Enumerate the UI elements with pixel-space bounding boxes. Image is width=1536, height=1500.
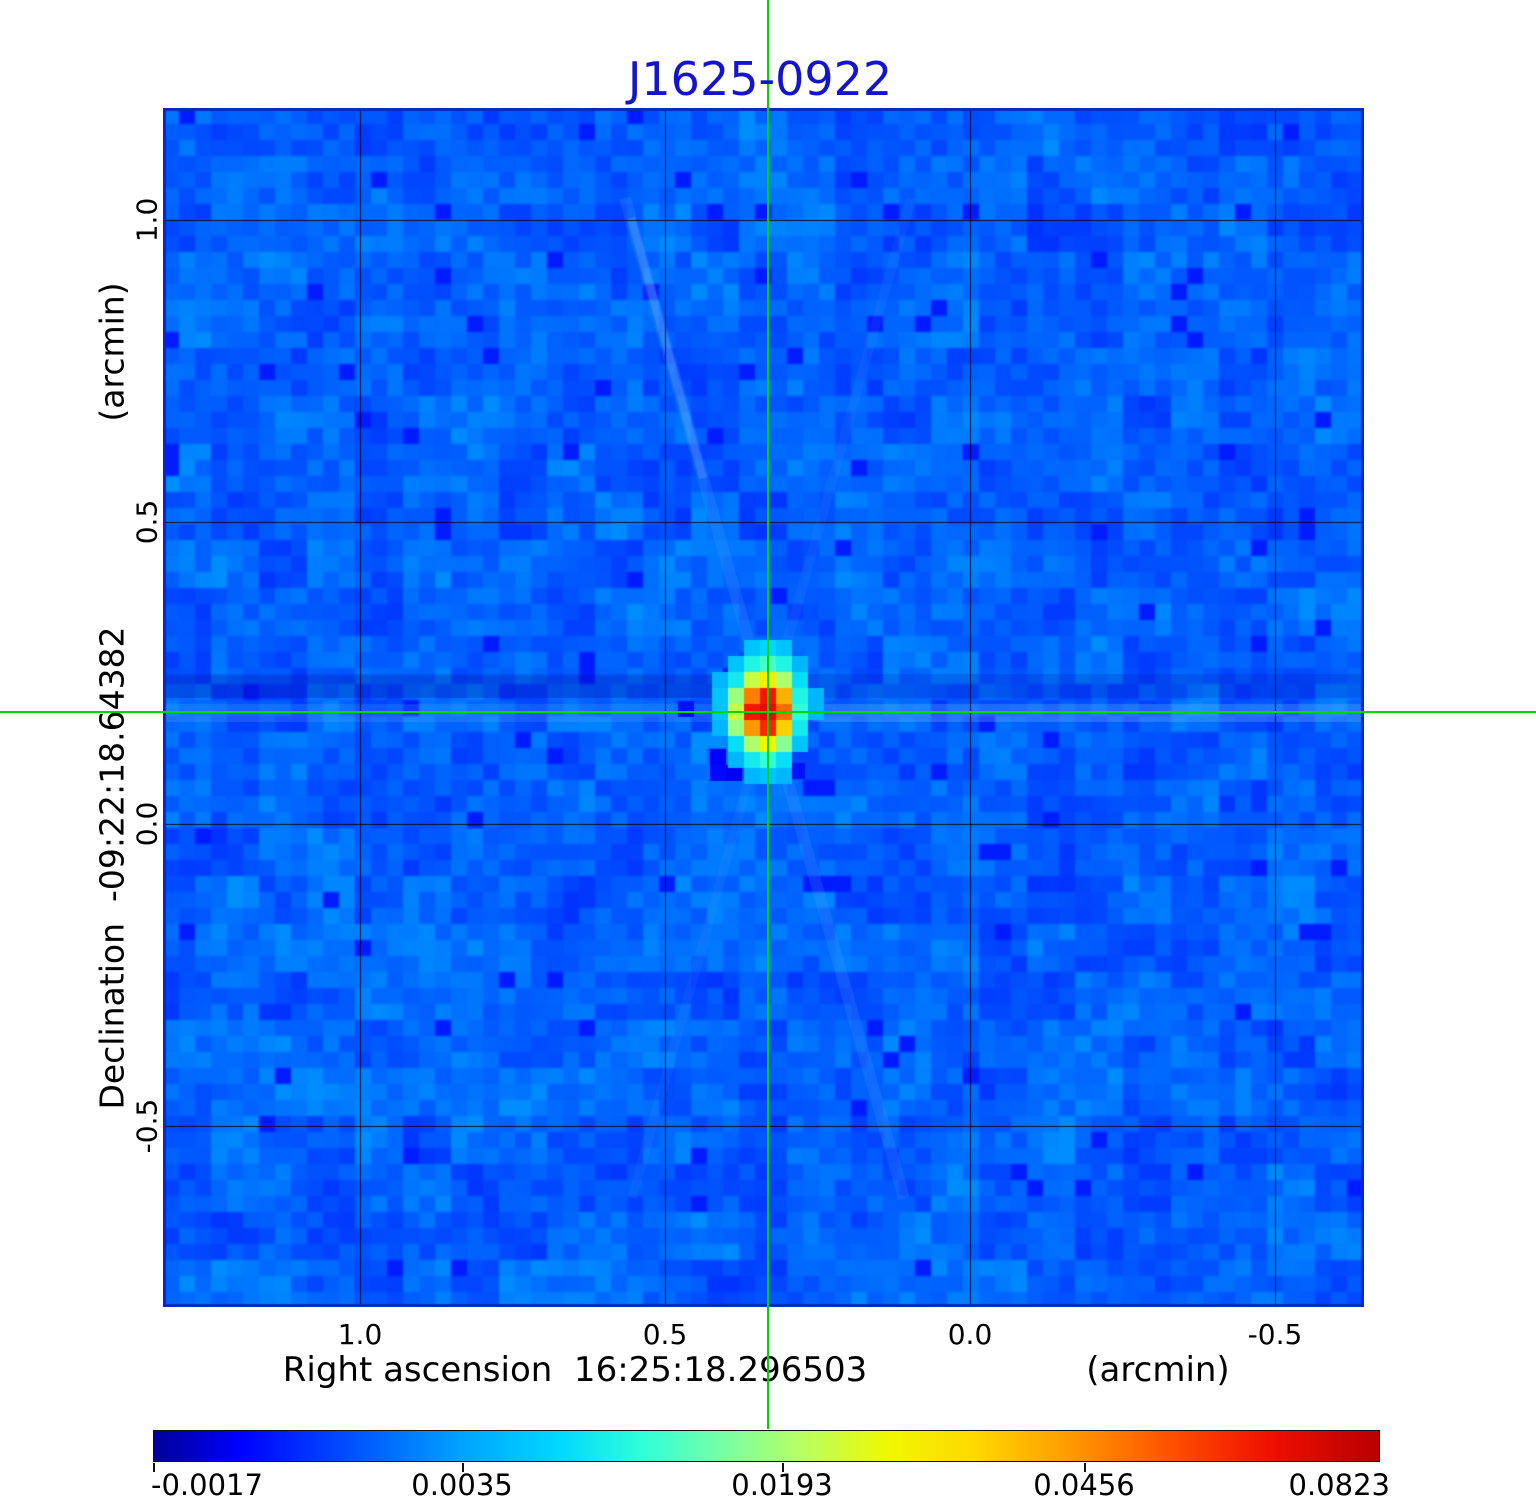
- colorbar-tick-label: 0.0035: [411, 1468, 513, 1500]
- colorbar-tick-label: -0.0017: [151, 1468, 263, 1500]
- plot-title: J1625-0922: [627, 52, 893, 106]
- x-tick-label: 1.0: [337, 1318, 383, 1351]
- y-axis-label: Declination -09:22:18.64382: [92, 626, 132, 1110]
- colorbar-tick: [1084, 1463, 1086, 1472]
- y-axis-unit-label: (arcmin): [92, 282, 132, 422]
- crosshair-horizontal-line: [0, 711, 1536, 713]
- colorbar-tick: [782, 1463, 784, 1472]
- sky-map-canvas: [163, 108, 1364, 1307]
- x-tick-label: -0.5: [1247, 1318, 1303, 1351]
- y-tick-label: 1.0: [130, 197, 164, 243]
- colorbar: [153, 1430, 1380, 1462]
- x-axis-unit-label: (arcmin): [1086, 1350, 1230, 1390]
- colorbar-tick-label: 0.0456: [1033, 1468, 1135, 1500]
- x-axis-label: Right ascension 16:25:18.296503: [282, 1350, 868, 1390]
- crosshair-vertical-line: [767, 0, 769, 1429]
- colorbar-tick-label: 0.0193: [731, 1468, 833, 1500]
- colorbar-tick: [153, 1463, 155, 1472]
- y-tick-label: 0.0: [130, 801, 164, 847]
- x-tick-label: 0.5: [642, 1318, 688, 1351]
- y-tick-label: 0.5: [130, 499, 164, 545]
- x-tick-label: 0.0: [947, 1318, 993, 1351]
- colorbar-tick: [462, 1463, 464, 1472]
- y-tick-label: -0.5: [130, 1098, 164, 1154]
- colorbar-tick-label: 0.0823: [1288, 1468, 1390, 1500]
- sky-map-plot: [163, 108, 1364, 1307]
